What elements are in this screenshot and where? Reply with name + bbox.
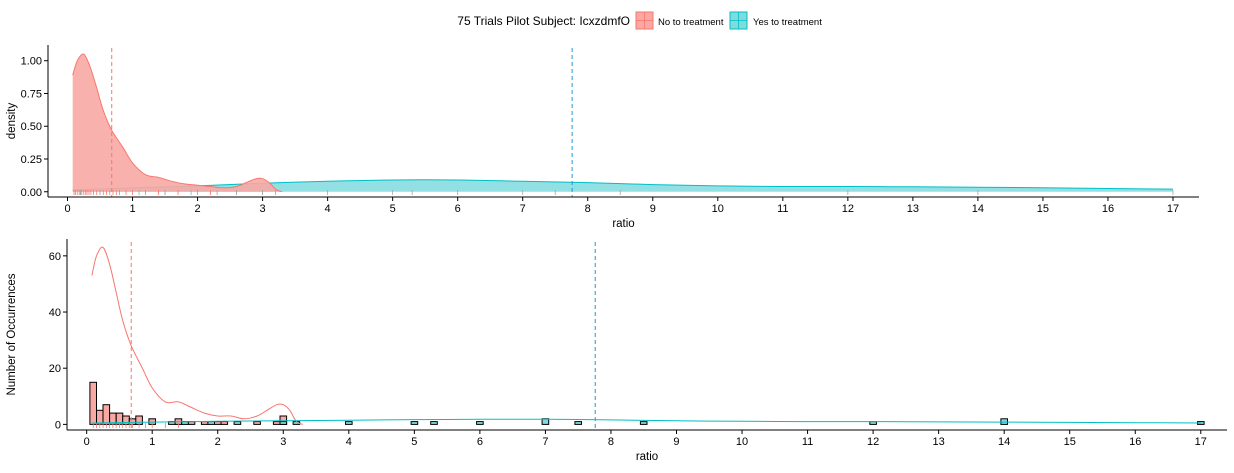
x-tick-label: 15 <box>1064 436 1076 448</box>
y-axis-title: Number of Occurrences <box>6 273 18 395</box>
x-tick-label: 4 <box>325 203 331 215</box>
x-tick-label: 17 <box>1195 436 1207 448</box>
legend-label-yes: Yes to treatment <box>753 17 822 28</box>
hist-bar-yes <box>410 421 419 425</box>
x-tick-label: 10 <box>736 436 748 448</box>
x-tick-label: 7 <box>542 436 548 448</box>
x-tick-label: 11 <box>802 436 813 448</box>
y-tick-label: 0.25 <box>21 154 42 166</box>
x-tick-label: 1 <box>149 436 155 448</box>
x-tick-label: 12 <box>842 203 854 215</box>
y-tick-label: 0.50 <box>21 121 42 133</box>
y-tick-label: 0 <box>55 419 61 431</box>
x-tick-label: 16 <box>1102 203 1114 215</box>
hist-bar-yes <box>639 421 648 425</box>
legend-label-no: No to treatment <box>658 17 724 28</box>
hist-bar-yes <box>345 421 353 425</box>
hist-bar-no <box>214 421 222 425</box>
hist-bar-no <box>200 421 209 425</box>
x-tick-label: 10 <box>712 203 724 215</box>
hist-bar-no <box>220 421 229 425</box>
x-tick-label: 17 <box>1167 203 1179 215</box>
hist-bar-yes <box>279 421 288 425</box>
hist-bar-no <box>253 421 261 425</box>
histogram-panel: 0 1 2 3 4 5 6 7 8 9 10 11 12 13 14 15 16 170204060ratioNu… <box>6 239 1227 463</box>
x-tick-label: 12 <box>867 436 879 448</box>
hist-bar-no <box>102 404 111 425</box>
hist-bar-yes <box>233 421 242 425</box>
x-tick-label: 16 <box>1129 436 1141 448</box>
hist-bar-yes <box>430 421 438 425</box>
hist-bar-yes <box>574 421 583 425</box>
x-tick-label: 9 <box>650 203 656 215</box>
x-tick-label: 14 <box>998 436 1010 448</box>
density-area-no <box>72 54 283 192</box>
x-tick-label: 1 <box>129 203 135 215</box>
x-tick-label: 5 <box>390 203 396 215</box>
legend-key-yes <box>729 11 748 30</box>
density-curve-no <box>91 246 304 425</box>
x-tick-label: 14 <box>972 203 984 215</box>
y-axis-title: density <box>6 103 18 140</box>
x-tick-label: 9 <box>673 436 679 448</box>
x-tick-label: 3 <box>280 436 286 448</box>
x-tick-label: 2 <box>215 436 221 448</box>
x-tick-label: 13 <box>907 203 919 215</box>
y-tick-label: 0.00 <box>21 187 42 199</box>
x-tick-label: 2 <box>195 203 201 215</box>
y-tick-label: 0.75 <box>21 88 42 100</box>
hist-bar-no <box>272 421 281 425</box>
density-curve-yes <box>91 418 1201 424</box>
hist-bar-yes <box>476 421 484 425</box>
legend-key-no <box>635 11 654 30</box>
density-area-yes <box>72 179 1174 192</box>
x-tick-label: 13 <box>933 436 945 448</box>
y-tick-label: 40 <box>49 307 61 319</box>
x-tick-label: 3 <box>260 203 266 215</box>
x-tick-label: 7 <box>520 203 526 215</box>
density-panel: 0 1 2 3 4 5 6 7 8 9 10 11 12 13 14 15 16 170.000.250.500.… <box>6 45 1199 230</box>
x-tick-label: 8 <box>608 436 614 448</box>
y-tick-label: 20 <box>49 363 61 375</box>
x-tick-label: 6 <box>455 203 461 215</box>
y-tick-label: 1.00 <box>21 56 42 68</box>
y-tick-label: 60 <box>49 251 61 263</box>
legend-title: 75 Trials Pilot Subject: IcxzdmfO <box>457 14 630 28</box>
x-tick-label: 0 <box>84 436 90 448</box>
hist-bar-no <box>96 409 104 425</box>
density-line-no <box>72 53 283 193</box>
x-tick-label: 11 <box>777 203 788 215</box>
x-tick-label: 15 <box>1037 203 1049 215</box>
x-axis-title: ratio <box>612 218 634 230</box>
x-tick-label: 5 <box>411 436 417 448</box>
x-tick-label: 4 <box>346 436 352 448</box>
legend: 75 Trials Pilot Subject: IcxzdmfO No to … <box>457 11 822 30</box>
hist-bar-yes <box>207 421 215 425</box>
x-axis-title: ratio <box>636 451 658 463</box>
x-tick-label: 6 <box>477 436 483 448</box>
hist-bar-no <box>89 381 98 425</box>
x-tick-label: 8 <box>585 203 591 215</box>
x-tick-label: 0 <box>64 203 70 215</box>
